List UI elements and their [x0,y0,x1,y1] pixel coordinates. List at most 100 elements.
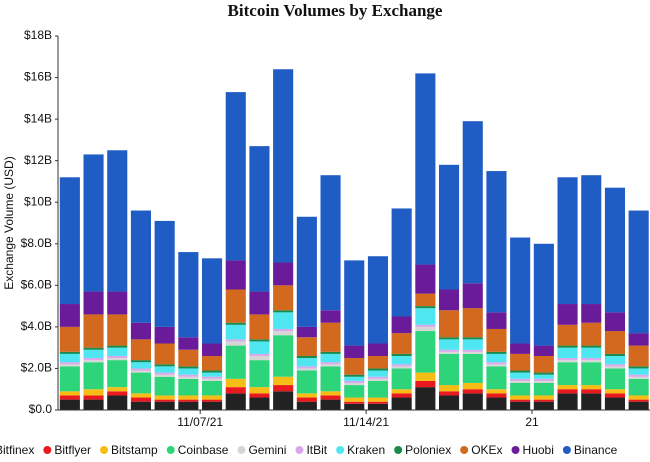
y-tick-label: $14B [24,111,52,125]
bar-segment [273,262,294,286]
bar-segment [367,397,388,402]
bar-segment [59,399,80,410]
bar-segment [130,401,151,410]
bar-segment [273,385,294,392]
bar-segment [415,326,436,332]
bar-segment [486,171,507,313]
bar-segment [415,293,436,307]
bar-segment [510,372,531,379]
bar-segment [130,360,151,363]
bar-segment [130,370,151,373]
bar-segment [533,378,554,381]
bar-segment [83,362,104,390]
bar-segment [415,308,436,325]
bar-segment [391,353,412,356]
bar-segment [178,395,199,400]
bar-segment [510,380,531,383]
bar-segment [296,401,317,410]
bar-segment [604,393,625,398]
bar-segment [557,360,578,363]
bar-segment [202,355,223,371]
bar-segment [557,324,578,346]
bar-segment [367,368,388,371]
bar-segment [462,339,483,350]
bar-segment [202,401,223,410]
bar-segment [225,378,246,388]
bar-segment [604,368,625,390]
legend-marker [394,446,403,454]
bar-segment [249,314,270,340]
bar-segment [557,347,578,359]
bar-segment [202,372,223,377]
bar-segment [462,389,483,394]
bar-segment [367,403,388,410]
bar-segment [462,121,483,284]
bar-segment [628,374,649,377]
bar-segment [296,397,317,402]
legend-label: Gemini [248,443,286,457]
bar-segment [439,391,460,396]
bar-segment [320,322,341,352]
bar-segment [628,399,649,402]
bar-segment [486,362,507,365]
chart-title: Bitcoin Volumes by Exchange [228,1,443,20]
bar-segment [557,362,578,386]
bar-segment [202,258,223,344]
bar-segment [510,378,531,381]
bar-segment [296,216,317,327]
bar-segment [273,335,294,377]
bar-segment [130,397,151,402]
bar-segment [581,358,602,361]
bar-segment [296,358,317,367]
legend-marker [100,446,109,454]
bar-segment [391,208,412,317]
bar-segment [83,291,104,315]
bar-segment [439,395,460,410]
bar-segment [344,382,365,386]
bar-segment [415,264,436,294]
bar-segment [249,341,270,354]
bar-segment [581,345,602,348]
bar-segment [604,355,625,365]
bar-segment [59,304,80,327]
bar-segment [439,351,460,354]
x-tick-label: 21 [525,415,539,429]
bar-segment [557,304,578,325]
bar-segment [344,376,365,381]
bar-segment [367,401,388,404]
bar-segment [533,399,554,402]
bar-segment [462,393,483,410]
bar-segment [581,175,602,305]
bar-segment [249,397,270,410]
bar-segment [581,385,602,390]
bar-segment [462,351,483,354]
bar-segment [59,364,80,367]
legend-label: OKEx [471,443,502,457]
bar-segment [273,69,294,263]
y-tick-label: $0.0 [29,402,53,416]
bar-segment [83,389,104,396]
bar-segment [533,345,554,356]
bar-segment [581,360,602,363]
bar-segment [59,366,80,392]
bar-segment [439,349,460,352]
bar-segment [225,341,246,346]
bar-segment [486,389,507,394]
bar-segment [202,395,223,400]
bar-segment [249,353,270,356]
bar-segment [154,220,175,327]
bar-segment [320,310,341,323]
bar-segment [604,353,625,356]
bar-segment [130,393,151,398]
bar-segment [581,322,602,346]
bar-segment [107,355,128,359]
bar-segment [415,331,436,373]
bar-segment [510,401,531,410]
bar-segment [557,345,578,348]
bar-segment [391,368,412,390]
bar-segment [225,92,246,261]
bar-segment [249,146,270,292]
bar-segment [533,355,554,373]
bar-segment [273,312,294,329]
